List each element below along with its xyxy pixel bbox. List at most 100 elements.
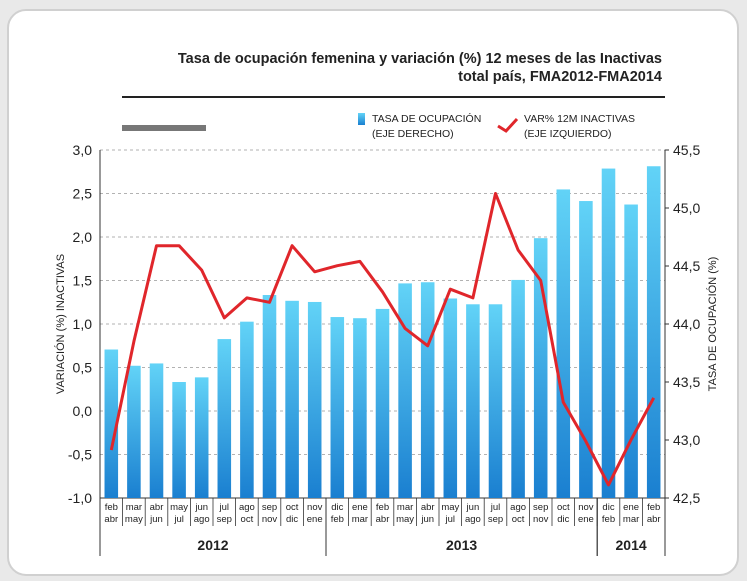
x-tick-label: jul xyxy=(219,502,230,513)
x-tick-label: mar xyxy=(397,502,413,513)
bar xyxy=(353,318,367,498)
bar xyxy=(285,300,299,498)
bar xyxy=(646,166,661,499)
bar xyxy=(579,201,593,499)
line xyxy=(109,192,656,487)
y2-tick-label: 42,5 xyxy=(673,490,700,506)
x-tick-label: jul xyxy=(490,502,501,513)
y-tick-label: 2,5 xyxy=(73,186,93,202)
bar xyxy=(443,298,458,498)
bar xyxy=(217,339,232,498)
x-tick-label: may xyxy=(396,514,414,525)
legend-label: (EJE DERECHO) xyxy=(372,128,454,140)
y2-tick-label: 45,0 xyxy=(673,200,700,216)
x-tick-label: sep xyxy=(488,514,503,525)
x-tick-label: jun xyxy=(194,502,208,513)
x-tick-label: ene xyxy=(578,514,594,525)
bar xyxy=(488,304,503,498)
chart-title: total país, FMA2012-FMA2014 xyxy=(458,69,662,85)
bar xyxy=(511,279,525,498)
year-label: 2013 xyxy=(446,537,477,553)
x-tick-label: nov xyxy=(578,502,594,513)
y-tick-label: 2,0 xyxy=(73,229,93,245)
x-tick-label: oct xyxy=(557,502,570,513)
x-tick-label: feb xyxy=(376,502,389,513)
y2-tick-label: 45,5 xyxy=(673,142,700,158)
x-tick-label: ago xyxy=(194,514,210,525)
bar xyxy=(624,204,638,498)
x-tick-label: ago xyxy=(239,502,255,513)
x-tick-label: jul xyxy=(445,514,456,525)
bar xyxy=(330,317,345,498)
x-tick-label: jun xyxy=(466,502,480,513)
y2-tick-label: 43,0 xyxy=(673,432,700,448)
y-tick-label: 3,0 xyxy=(73,142,93,158)
bar xyxy=(466,304,480,498)
year-label: 2014 xyxy=(616,537,647,553)
x-tick-label: oct xyxy=(512,514,525,525)
bar xyxy=(601,168,616,498)
title-accent xyxy=(122,125,206,131)
bar xyxy=(420,282,435,498)
x-tick-label: oct xyxy=(286,502,299,513)
x-tick-label: mar xyxy=(126,502,142,513)
x-tick-label: may xyxy=(125,514,143,525)
bar xyxy=(172,382,186,498)
x-tick-label: sep xyxy=(262,502,277,513)
x-tick-label: mar xyxy=(352,514,368,525)
x-tick-label: feb xyxy=(331,514,344,525)
x-tick-label: dic xyxy=(286,514,298,525)
legend-label: VAR% 12M INACTIVAS xyxy=(524,113,635,125)
x-tick-label: oct xyxy=(241,514,254,525)
year-label: 2012 xyxy=(197,537,228,553)
x-tick-label: dic xyxy=(557,514,569,525)
x-tick-label: feb xyxy=(602,514,615,525)
bar xyxy=(127,365,141,498)
legend-swatch xyxy=(358,113,365,125)
legend-swatch xyxy=(497,117,519,133)
x-tick-label: may xyxy=(170,502,188,513)
x-tick-label: jul xyxy=(173,514,184,525)
y2-tick-label: 44,0 xyxy=(673,316,700,332)
bar xyxy=(194,377,209,498)
title-rule xyxy=(122,96,665,98)
bar xyxy=(533,238,548,498)
y-tick-label: 0,0 xyxy=(73,403,93,419)
bar xyxy=(262,295,277,498)
x-tick-label: may xyxy=(441,502,459,513)
legend-label: (EJE IZQUIERDO) xyxy=(524,128,612,140)
x-tick-label: feb xyxy=(647,502,660,513)
y-tick-label: 1,0 xyxy=(73,316,93,332)
legend-label: TASA DE OCUPACIÓN xyxy=(372,112,481,125)
bar xyxy=(149,363,164,498)
x-tick-label: nov xyxy=(307,502,323,513)
bar xyxy=(556,189,571,498)
x-tick-label: jun xyxy=(149,514,163,525)
x-tick-label: dic xyxy=(331,502,343,513)
x-tick-label: dic xyxy=(602,502,614,513)
x-tick-label: jun xyxy=(420,514,434,525)
x-tick-label: nov xyxy=(262,514,278,525)
chart-title: Tasa de ocupación femenina y variación (… xyxy=(178,51,662,67)
y2-tick-label: 44,5 xyxy=(673,258,700,274)
x-tick-label: abr xyxy=(150,502,164,513)
x-tick-label: ago xyxy=(465,514,481,525)
card xyxy=(7,9,739,576)
x-tick-label: abr xyxy=(376,514,390,525)
x-tick-label: ago xyxy=(510,502,526,513)
y-tick-label: -0,5 xyxy=(68,447,92,463)
x-tick-label: sep xyxy=(533,502,548,513)
x-tick-label: sep xyxy=(217,514,232,525)
y2-tick-label: 43,5 xyxy=(673,374,700,390)
x-tick-label: abr xyxy=(421,502,435,513)
bar xyxy=(240,321,254,498)
y-tick-label: 1,5 xyxy=(73,273,93,289)
y-tick-label: -1,0 xyxy=(68,490,92,506)
bar xyxy=(307,301,322,498)
bar xyxy=(104,349,119,498)
x-tick-label: mar xyxy=(623,514,639,525)
y-tick-label: 0,5 xyxy=(73,360,93,376)
x-tick-label: ene xyxy=(352,502,368,513)
